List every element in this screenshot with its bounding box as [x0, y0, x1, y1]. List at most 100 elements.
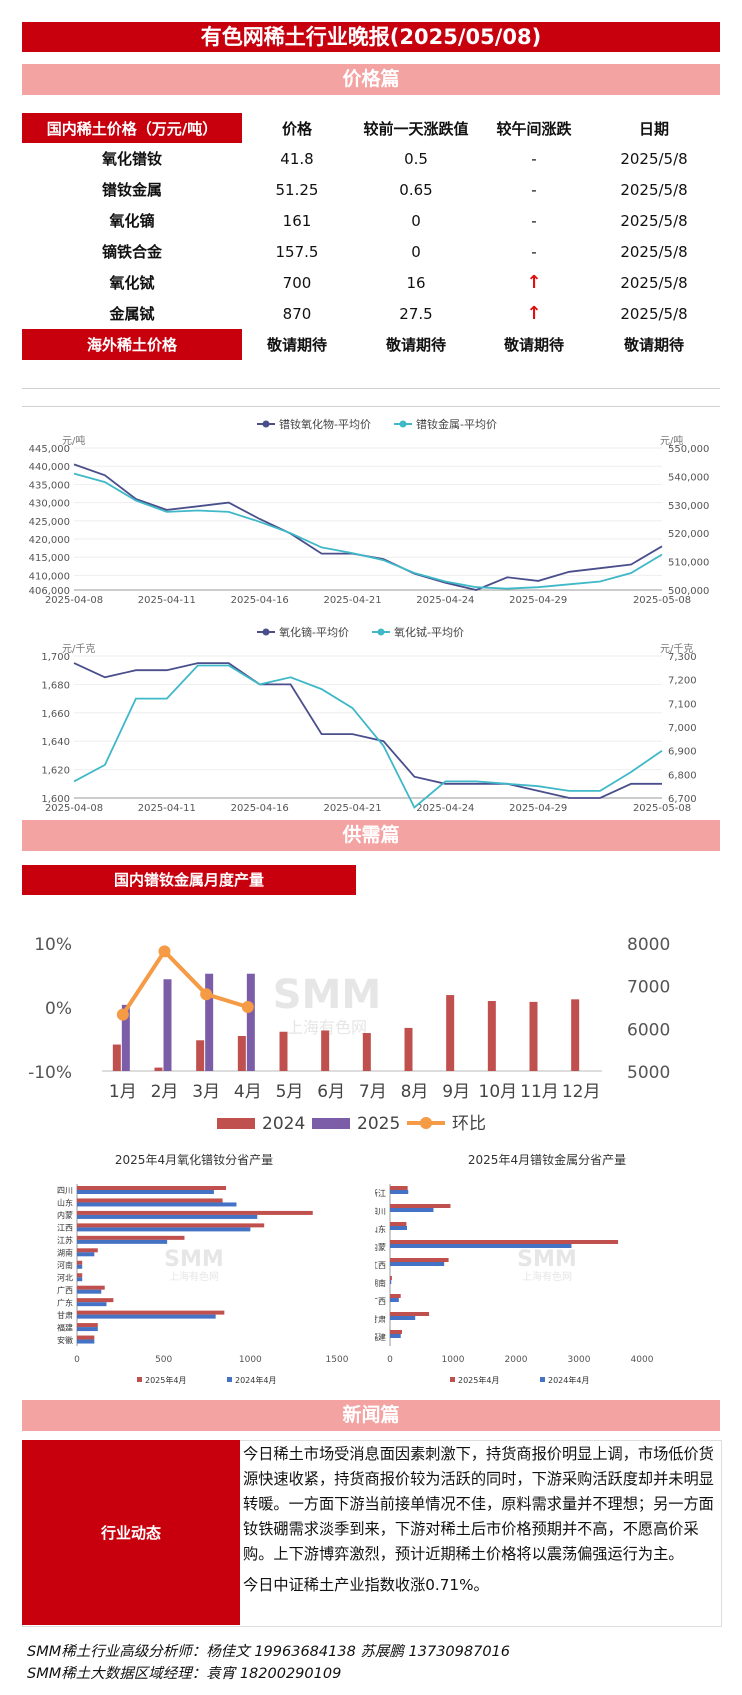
x-tick-label: 2025-04-11 — [138, 595, 196, 606]
province-bar — [77, 1339, 95, 1344]
province-bar — [390, 1316, 416, 1320]
table-row: 氧化镨钕 41.8 0.5 - 2025/5/8 — [22, 143, 720, 174]
right-axis-unit: 元/千克 — [660, 643, 693, 655]
left-axis-unit: 元/吨 — [62, 434, 85, 447]
province-bar — [77, 1198, 223, 1203]
province-bar — [77, 1327, 98, 1332]
x-tick-label: 1500 — [326, 1355, 349, 1365]
section-header-supply: 供需篇 — [22, 820, 720, 851]
bar-2025 — [163, 979, 172, 1071]
watermark-logo: SMM — [273, 972, 381, 1018]
x-tick-label: 500 — [155, 1355, 172, 1365]
province-bar — [77, 1260, 83, 1265]
mom-point — [116, 1008, 129, 1021]
x-tick-label: 2000 — [505, 1355, 528, 1365]
province-bar — [77, 1289, 102, 1294]
province-label: 广西 — [375, 1296, 386, 1306]
x-tick-label: 2025-04-08 — [45, 803, 103, 814]
mom-point — [241, 1001, 254, 1013]
up-arrow-icon: ↑ — [526, 272, 542, 293]
legend-label: 2025年4月 — [145, 1375, 186, 1385]
left-tick-label: 1,700 — [41, 652, 70, 663]
province-bar — [77, 1302, 107, 1307]
province-bar — [77, 1310, 225, 1315]
price-cell: 157.5 — [275, 242, 319, 261]
x-tick-label: 2025-04-16 — [231, 803, 289, 814]
legend-label: 氧化镝-平均价 — [279, 625, 349, 639]
table-row: 氧化铽 700 16 ↑ 2025/5/8 — [22, 267, 720, 298]
province-bar — [390, 1280, 392, 1284]
left-tick-label: 425,000 — [29, 517, 70, 528]
province-label: 甘肃 — [57, 1310, 73, 1320]
change-cell: 27.5 — [399, 304, 433, 323]
legend-label: 2025年4月 — [458, 1375, 499, 1385]
province-label: 四川 — [57, 1186, 73, 1195]
left-axis-unit: 元/千克 — [62, 643, 95, 655]
date-cell: 2025/5/8 — [620, 242, 688, 261]
province-bar — [77, 1223, 265, 1228]
column-header: 日期 — [638, 119, 669, 138]
noon-change-cell: - — [531, 180, 537, 199]
province-label: 内蒙 — [375, 1242, 386, 1252]
bar-2024 — [321, 1030, 330, 1071]
province-chart-title: 2025年4月氧化镨钕分省产量 — [115, 1152, 273, 1167]
left-tick-label: 1,600 — [41, 794, 70, 805]
right-tick-label: 540,000 — [668, 472, 709, 483]
column-header: 价格 — [281, 119, 312, 138]
overseas-value: 敬请期待 — [266, 336, 327, 354]
report-title: 有色网稀土行业晚报(2025/05/08) — [22, 22, 720, 52]
legend-marker — [377, 628, 385, 636]
mom-point — [200, 988, 213, 1001]
x-tick-label: 2025-04-24 — [416, 595, 474, 606]
left-tick-label: 1,620 — [41, 766, 70, 777]
overseas-value: 敬请期待 — [503, 336, 564, 354]
month-label: 4月 — [234, 1082, 262, 1102]
left-tick-label: 1,680 — [41, 680, 70, 691]
province-bar — [77, 1298, 114, 1303]
legend-marker — [420, 1117, 432, 1129]
right-tick-label: 7,100 — [668, 699, 697, 710]
province-bar — [77, 1214, 258, 1219]
noon-change-cell: - — [531, 149, 537, 168]
month-label: 6月 — [317, 1082, 345, 1102]
analyst-contact: SMM稀土行业高级分析师：杨佳文 19963684138 苏展鹏 1373098… — [27, 1644, 511, 1660]
overseas-value: 敬请期待 — [385, 336, 446, 354]
x-tick-label: 2025-04-24 — [416, 803, 474, 814]
product-name: 氧化镨钕 — [101, 150, 162, 168]
left-tick-label: 440,000 — [29, 462, 70, 473]
change-cell: 0 — [411, 211, 421, 230]
province-label: 山东 — [375, 1224, 386, 1234]
right-tick-label: 510,000 — [668, 558, 709, 569]
overseas-label: 海外稀土价格 — [22, 329, 242, 360]
x-tick-label: 0 — [74, 1355, 80, 1365]
month-label: 9月 — [442, 1082, 470, 1102]
month-label: 10月 — [479, 1082, 518, 1102]
legend-swatch — [217, 1118, 255, 1129]
x-tick-label: 2025-04-21 — [323, 803, 381, 814]
bar-2024 — [112, 1044, 121, 1071]
watermark-text: 上海有色网 — [169, 1270, 219, 1283]
legend-label: 氧化铽-平均价 — [394, 625, 464, 639]
right-axis-unit: 元/吨 — [660, 434, 683, 447]
month-label: 1月 — [109, 1082, 137, 1102]
bar-2024 — [154, 1067, 163, 1071]
legend-label: 镨钕金属-平均价 — [416, 417, 497, 431]
x-tick-label: 2025-05-08 — [633, 803, 691, 814]
legend-swatch — [312, 1118, 350, 1129]
series-line — [73, 472, 663, 590]
province-bar — [390, 1330, 402, 1334]
province-bar — [77, 1235, 185, 1240]
price-cell: 870 — [282, 304, 312, 323]
legend-marker — [262, 628, 270, 636]
legend-label: 2024年4月 — [548, 1375, 589, 1385]
table-row: 镨钕金属 51.25 0.65 - 2025/5/8 — [22, 174, 720, 205]
table-row: 氧化镝 161 0 - 2025/5/8 — [22, 205, 720, 236]
right-tick-label: 550,000 — [668, 444, 709, 455]
legend-label: 2025 — [357, 1114, 400, 1134]
province-label: 安徽 — [57, 1335, 73, 1345]
province-bar — [77, 1273, 83, 1278]
province-bar — [77, 1190, 214, 1194]
